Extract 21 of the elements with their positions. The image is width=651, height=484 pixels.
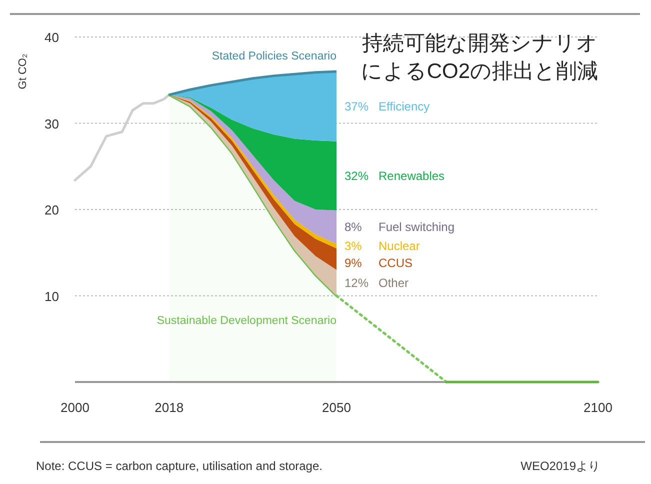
y-tick-label: 20 xyxy=(44,202,59,218)
y-tick-label: 10 xyxy=(44,288,59,304)
text: Note: CCUS = carbon capture, utilisation and storage. xyxy=(36,459,322,473)
y-axis-title: Gt CO₂ xyxy=(17,54,29,90)
text: 9% CCUS xyxy=(344,256,413,270)
text: 3% Nuclear xyxy=(344,239,420,254)
series-label: Sustainable Development Scenario xyxy=(156,314,336,327)
x-tick-label: 2000 xyxy=(60,400,90,415)
y-tick-label: 40 xyxy=(44,30,59,45)
text: WEO2019より xyxy=(520,459,600,473)
text: 8% Fuel switching xyxy=(344,220,455,234)
x-tick-label: 2018 xyxy=(154,400,184,415)
annotation: Stated Policies Scenario xyxy=(212,50,336,62)
y-tick-label: 30 xyxy=(44,116,59,132)
series-label: 37% Efficiency xyxy=(344,99,430,114)
series-label: 32% Renewables xyxy=(344,168,445,183)
series-label: 12% Other xyxy=(344,276,409,290)
x-tick-label: 2100 xyxy=(584,400,612,415)
line-series xyxy=(74,94,170,182)
chart-title: 持続可能な開発シナリオによるCO2の排出と削減 xyxy=(360,32,598,83)
x-tick-label: 2050 xyxy=(322,400,351,415)
